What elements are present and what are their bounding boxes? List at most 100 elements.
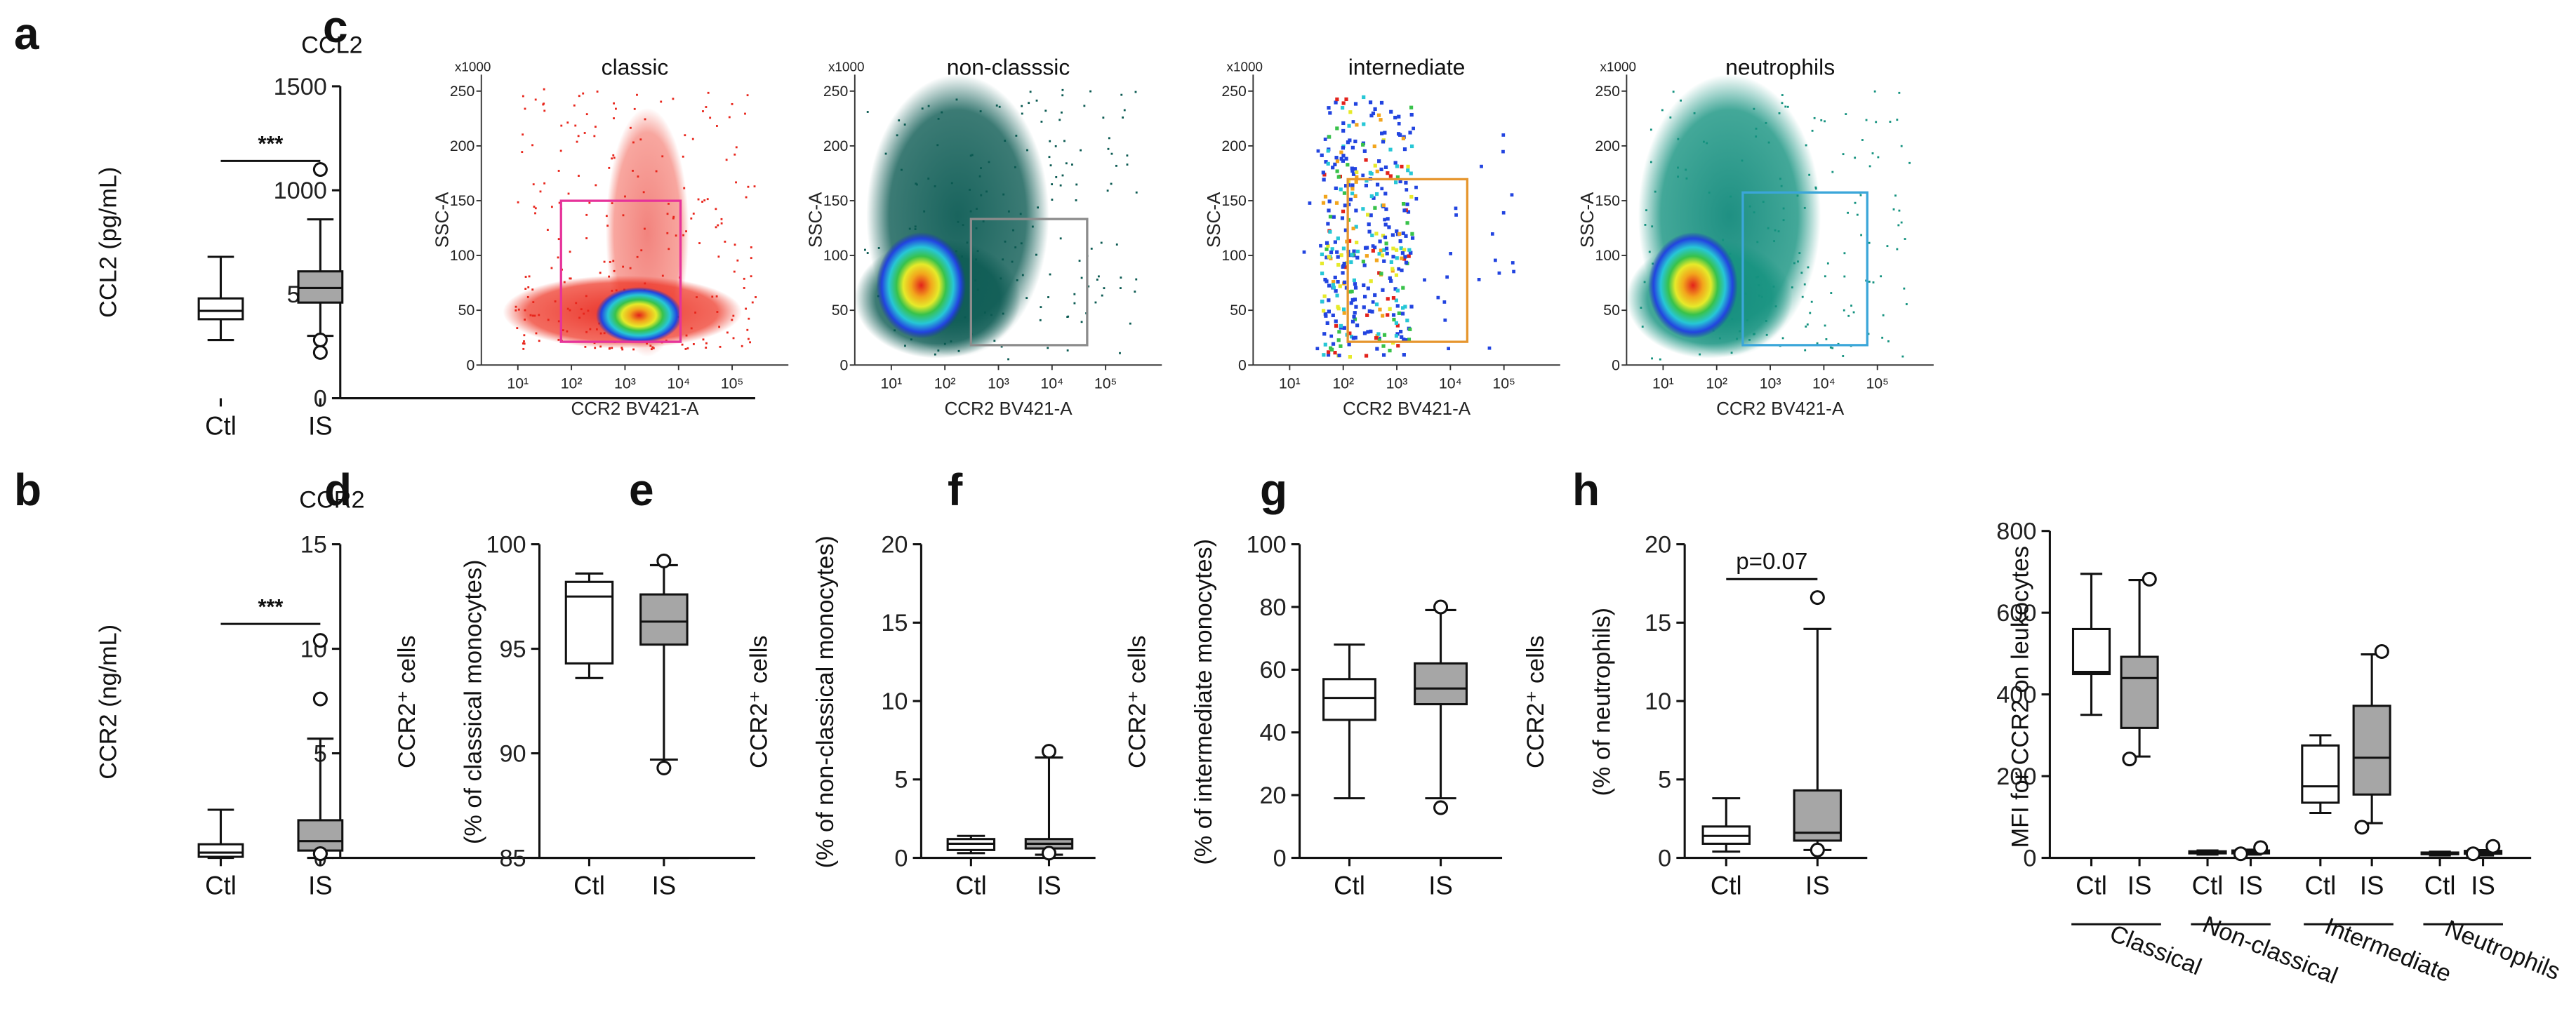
flow-y-tick-label: 250 (1595, 83, 1619, 100)
event-dot (594, 126, 597, 128)
event-dot (1376, 113, 1381, 117)
event-dot (1089, 90, 1092, 93)
flow-y-tick-label: 200 (1595, 138, 1619, 154)
event-dot (1327, 255, 1331, 259)
event-dot (1054, 145, 1057, 147)
event-dot (1861, 139, 1864, 141)
event-dot (524, 288, 527, 290)
event-dot (1400, 312, 1405, 316)
event-dot (599, 332, 602, 335)
event-dot (1339, 253, 1343, 258)
event-dot (531, 314, 534, 317)
event-dot (705, 347, 708, 349)
flow-x-label: CCR2 BV421-A (571, 398, 699, 419)
event-dot (1805, 144, 1807, 147)
panel-a-ccl2-boxplot: 050010001500CtlISCCL2 (pg/mL)CCL2*** (95, 32, 755, 441)
event-dot (557, 256, 559, 259)
event-dot (583, 132, 586, 134)
event-dot (557, 338, 560, 341)
event-dot (1897, 224, 1900, 227)
event-dot (557, 238, 560, 241)
event-dot (1355, 255, 1360, 260)
event-dot (1816, 342, 1819, 345)
flow-plot-neutrophils: 0 50 100 150 200 250 10¹ 10² 10³ 10⁴ 10⁵ x1000 SSC-A… (1576, 54, 1934, 419)
event-dot (1703, 140, 1705, 143)
event-dot (1329, 346, 1333, 350)
event-dot (1767, 141, 1770, 144)
event-dot (632, 169, 634, 172)
event-dot (1395, 288, 1400, 293)
event-dot (608, 166, 611, 169)
event-dot (1782, 219, 1785, 222)
event-dot (1736, 338, 1738, 340)
event-dot (1377, 338, 1381, 342)
event-dot (1061, 111, 1063, 114)
event-dot (1336, 338, 1341, 342)
event-dot (1454, 213, 1458, 217)
event-dot (1404, 234, 1408, 238)
event-dot (1796, 194, 1799, 197)
event-dot (1366, 286, 1370, 291)
event-dot (1322, 332, 1327, 336)
event-dot (749, 341, 751, 344)
event-dot (692, 343, 695, 345)
event-dot (1348, 355, 1353, 359)
event-dot (1351, 120, 1355, 123)
event-dot (966, 241, 969, 244)
event-dot (1078, 260, 1081, 262)
event-dot (1685, 168, 1687, 171)
box-iqr (297, 819, 344, 852)
event-dot (746, 328, 749, 331)
event-dot (1371, 300, 1375, 304)
event-dot (1369, 279, 1373, 283)
y-tick-label: 60 (1260, 657, 1287, 683)
event-dot (609, 347, 611, 349)
category-label: IS (1428, 872, 1453, 900)
event-dot (741, 345, 743, 347)
event-dot (1341, 209, 1346, 213)
event-dot (1134, 91, 1137, 93)
event-dot (611, 157, 613, 160)
event-dot (1347, 123, 1351, 128)
event-dot (1381, 314, 1385, 318)
flow-y-tick-label: 200 (823, 138, 848, 154)
event-dot (1786, 105, 1789, 108)
event-dot (1699, 353, 1701, 356)
event-dot (1029, 91, 1032, 93)
event-dot (915, 183, 918, 186)
y-axis-label-2: (% of neutrophils) (1589, 608, 1616, 796)
event-dot (587, 309, 590, 312)
event-dot (559, 149, 562, 152)
box-is (639, 553, 689, 775)
event-dot (612, 154, 615, 156)
event-dot (1797, 260, 1799, 263)
event-dot (1383, 192, 1388, 196)
event-dot (1040, 120, 1043, 123)
event-dot (532, 183, 535, 186)
event-dot (1680, 99, 1682, 102)
event-dot (1073, 293, 1076, 295)
event-dot (660, 100, 663, 103)
event-dot (1393, 115, 1397, 120)
event-dot (1379, 118, 1383, 122)
event-dot (1329, 334, 1334, 338)
event-dot (522, 347, 525, 350)
event-dot (1355, 170, 1359, 174)
panel-letter-c: c (323, 1, 348, 52)
event-dot (554, 300, 557, 302)
event-dot (595, 184, 597, 187)
event-dot (1341, 128, 1346, 133)
event-dot (1361, 207, 1365, 211)
box-ctl (2301, 734, 2340, 815)
event-dot (1333, 275, 1337, 280)
event-dot (1382, 248, 1386, 252)
event-dot (1061, 174, 1064, 177)
event-dot (1339, 326, 1343, 330)
y-tick-label: 1500 (274, 74, 327, 100)
panel-e-nonclassical-boxplot: 0 5 10 15 20 Ctl IS CCR2⁺ cells (% of non-classi… (745, 531, 1096, 900)
event-dot (1388, 174, 1393, 178)
event-dot (1383, 131, 1387, 135)
event-dot (1894, 194, 1897, 197)
event-dot (1397, 114, 1401, 119)
event-dot (599, 272, 602, 274)
